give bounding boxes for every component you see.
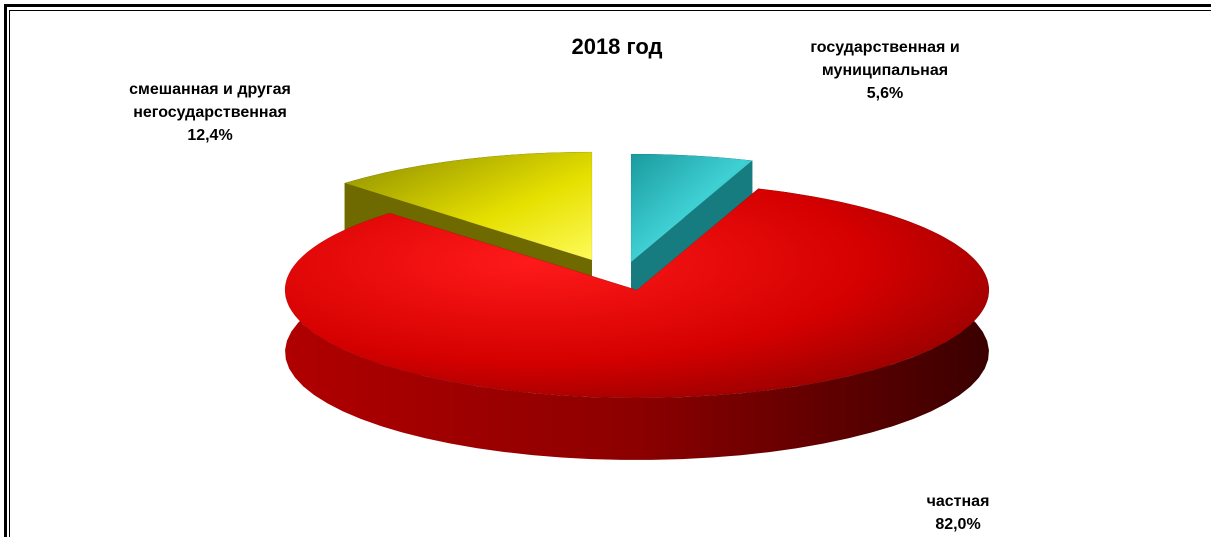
slice-value-label: 5,6%	[867, 85, 903, 102]
pie-slices	[284, 151, 990, 460]
slice-label-state-municipal: государственная и муниципальная 5,6%	[810, 39, 959, 102]
chart-frame-left-inner	[9, 10, 10, 537]
slice-private-top	[284, 188, 990, 399]
slice-label-private: частная 82,0%	[927, 493, 990, 533]
slice-name-line: государственная и	[810, 39, 959, 56]
slice-state-municipal-top	[630, 153, 753, 263]
slice-name-line: негосударственная	[133, 104, 287, 121]
chart-frame-left	[4, 4, 7, 537]
slice-mixed-top	[343, 151, 593, 261]
slice-label-mixed: смешанная и другая негосударственная 12,…	[129, 81, 291, 144]
slice-name-line: частная	[927, 493, 990, 510]
chart-frame-top	[4, 4, 1211, 7]
slice-value-label: 12,4%	[187, 127, 232, 144]
slice-value-label: 82,0%	[935, 516, 980, 533]
chart-frame-top-inner	[9, 10, 1211, 11]
slice-name-line: муниципальная	[822, 62, 948, 79]
slice-private	[284, 188, 990, 460]
slice-name-line: смешанная и другая	[129, 81, 291, 98]
chart-title: 2018 год	[571, 34, 662, 59]
